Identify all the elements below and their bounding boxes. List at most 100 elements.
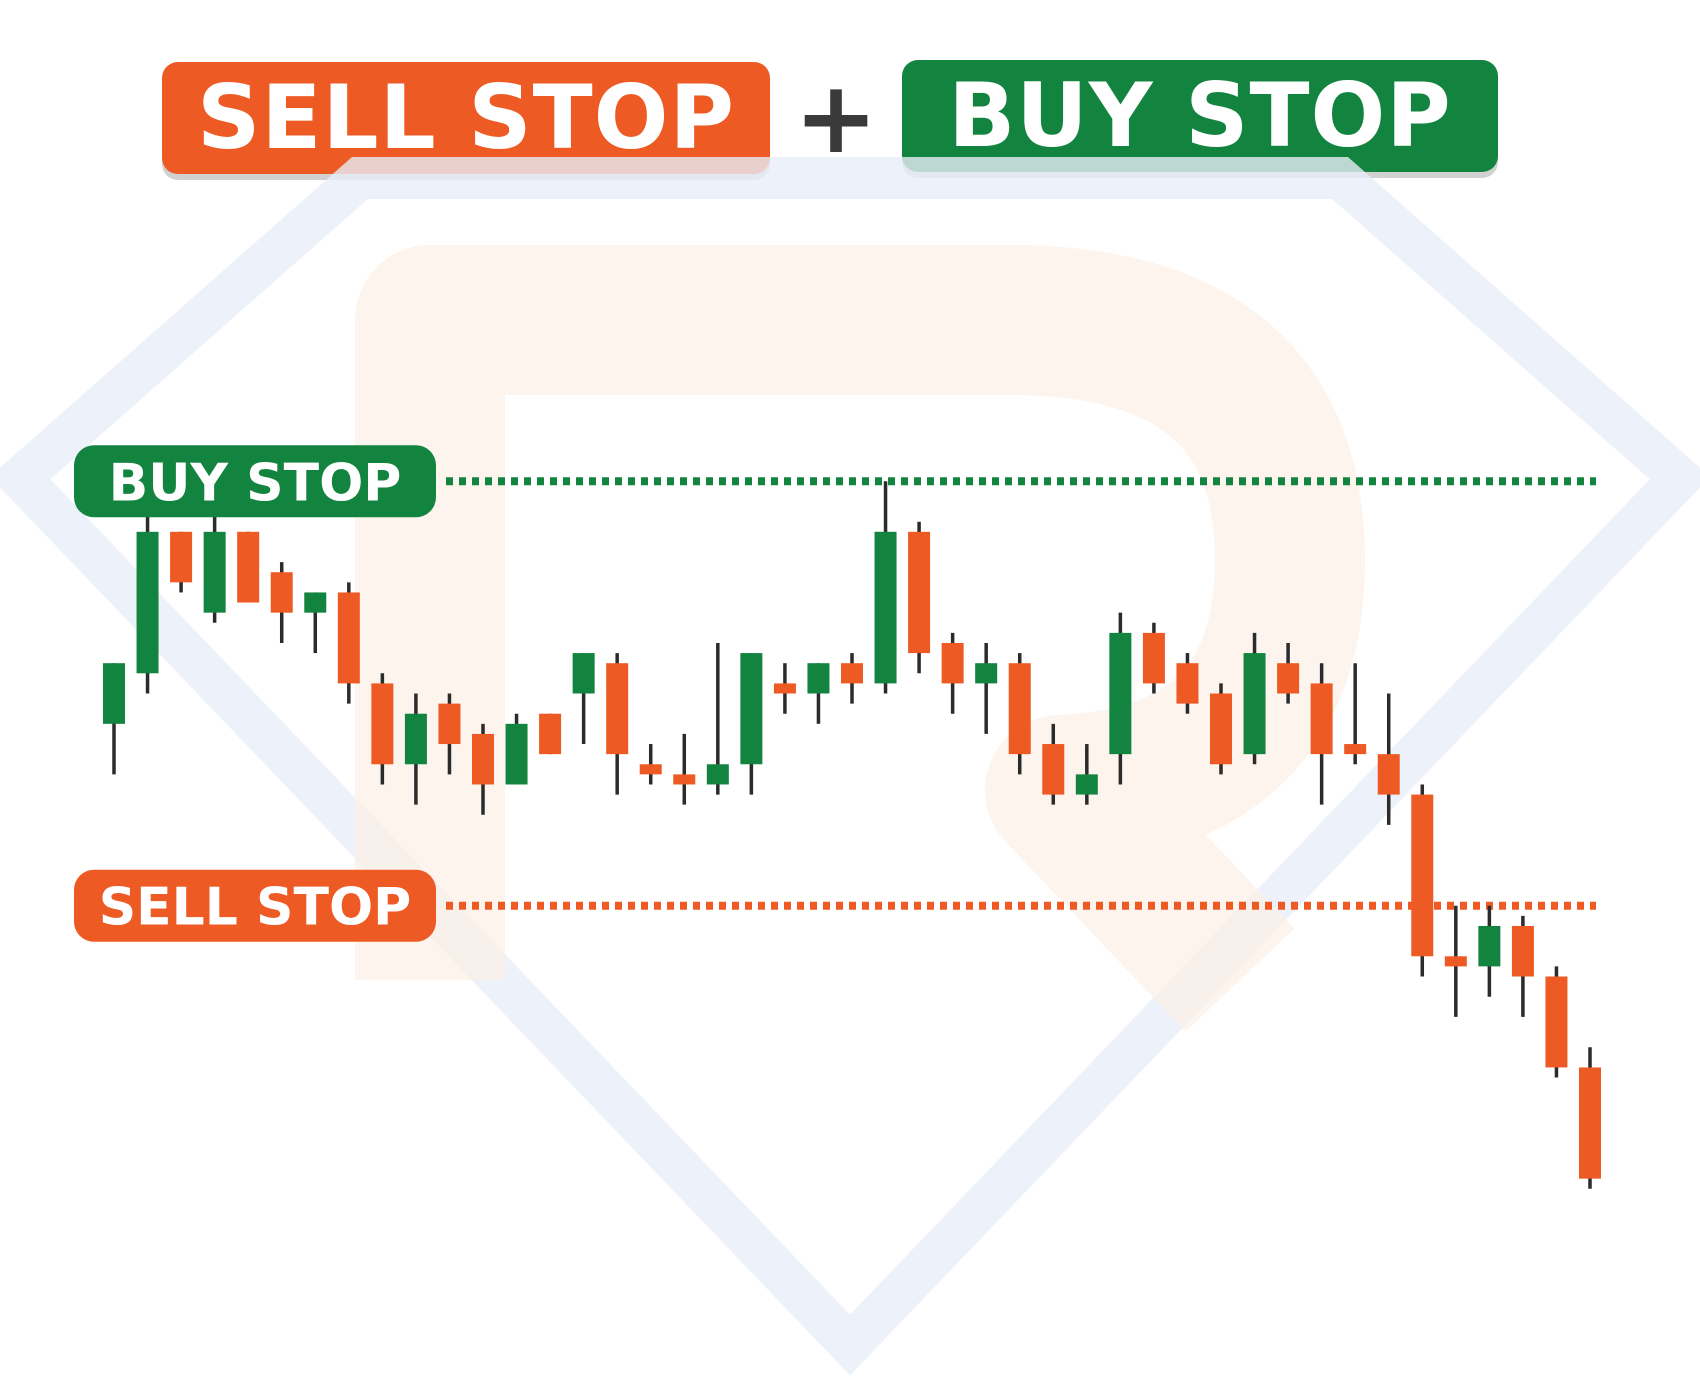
- candle: [237, 531, 260, 603]
- bullish-candle-body: [1243, 653, 1266, 755]
- bearish-candle-body: [673, 774, 696, 785]
- bullish-candle-body: [1109, 632, 1132, 755]
- bearish-candle-body: [773, 683, 796, 694]
- candle: [1109, 612, 1132, 785]
- bullish-candle-body: [505, 723, 528, 785]
- bearish-candle-body: [1444, 956, 1467, 967]
- bullish-candle-body: [1478, 925, 1501, 967]
- bullish-candle-body: [572, 653, 595, 694]
- candle: [874, 481, 897, 694]
- bearish-candle-body: [1377, 754, 1400, 795]
- bearish-candle-body: [371, 683, 394, 765]
- bullish-candle-body: [136, 531, 159, 674]
- bearish-candle-body: [1579, 1067, 1601, 1179]
- sell-stop-badge: SELL STOP: [74, 869, 436, 942]
- bearish-candle-body: [1310, 683, 1333, 755]
- buy-stop-badge: BUY STOP: [74, 445, 436, 518]
- candle: [1142, 622, 1165, 694]
- candle: [1176, 653, 1199, 714]
- candle: [1008, 653, 1031, 775]
- bearish-candle-body: [539, 713, 562, 755]
- candle: [170, 531, 193, 593]
- bullish-candle-body: [706, 764, 729, 785]
- candle: [1344, 663, 1367, 765]
- candle: [1444, 905, 1467, 1017]
- sell-stop-badge-bg: [74, 869, 436, 942]
- candle: [1042, 723, 1065, 805]
- watermark-diamond: [0, 157, 1700, 1376]
- candle: [1210, 683, 1232, 775]
- bearish-candle-body: [472, 733, 494, 785]
- candle: [572, 653, 595, 745]
- bearish-candle-body: [1344, 744, 1367, 755]
- bullish-candle-body: [807, 663, 830, 694]
- candle: [807, 663, 830, 724]
- candle: [941, 632, 964, 714]
- title-row: SELL STOP + BUY STOP: [0, 0, 1700, 200]
- candle: [1411, 784, 1434, 977]
- watermark-logo: [0, 157, 1700, 1376]
- bearish-candle-body: [337, 592, 360, 684]
- level-lines: [446, 477, 1596, 910]
- bearish-candle-body: [1545, 976, 1568, 1068]
- bearish-candle-body: [237, 531, 260, 603]
- candle: [1579, 1047, 1601, 1189]
- candle: [1277, 642, 1300, 704]
- candle: [539, 713, 562, 755]
- bearish-candle-body: [1042, 744, 1065, 795]
- bearish-candle-body: [941, 642, 964, 684]
- buy-stop-title-badge: BUY STOP: [902, 60, 1498, 172]
- bearish-candle-body: [606, 663, 629, 755]
- bullish-candle-body: [103, 663, 125, 724]
- bearish-candle-body: [908, 531, 931, 654]
- sell-stop-title-badge: SELL STOP: [162, 62, 770, 174]
- bearish-candle-body: [1210, 693, 1232, 765]
- bearish-candle-body: [1277, 663, 1300, 694]
- plus-sign: +: [794, 59, 878, 176]
- bearish-candle-body: [1176, 663, 1199, 704]
- bearish-candle-body: [270, 572, 293, 613]
- candle: [1075, 744, 1098, 805]
- sell-stop-badge-label: SELL STOP: [99, 878, 412, 938]
- candle: [1478, 905, 1501, 997]
- bullish-candle-body: [1075, 774, 1098, 795]
- bearish-candle-body: [438, 703, 461, 745]
- candle: [740, 653, 763, 795]
- candle: [1545, 966, 1568, 1078]
- candle: [773, 663, 796, 714]
- bullish-candle-body: [203, 531, 226, 613]
- candle: [673, 733, 696, 805]
- candle: [136, 511, 159, 694]
- candle: [404, 693, 427, 805]
- level-badges: BUY STOP SELL STOP: [74, 445, 436, 942]
- candle: [1377, 693, 1400, 825]
- candle: [606, 653, 629, 795]
- bullish-candle-body: [404, 713, 427, 765]
- candle: [1310, 663, 1333, 805]
- bullish-candle-body: [975, 663, 998, 684]
- candle: [371, 673, 394, 785]
- candle: [472, 723, 494, 815]
- candle: [270, 562, 293, 643]
- candle: [505, 713, 528, 785]
- candles: [103, 481, 1601, 1189]
- bullish-candle-body: [874, 531, 897, 684]
- bearish-candle-body: [170, 531, 193, 583]
- candle: [706, 642, 729, 795]
- candle: [103, 663, 125, 775]
- candle: [908, 521, 931, 674]
- bearish-candle-body: [1142, 632, 1165, 684]
- candle: [337, 582, 360, 704]
- bullish-candle-body: [740, 653, 763, 765]
- candle: [304, 592, 327, 654]
- bearish-candle-body: [1411, 794, 1434, 957]
- candle: [639, 744, 662, 785]
- watermark-letter: [355, 245, 1365, 1032]
- bearish-candle-body: [1511, 925, 1534, 977]
- candle: [438, 693, 461, 775]
- buy-stop-badge-label: BUY STOP: [109, 453, 402, 513]
- bearish-candle-body: [841, 663, 863, 684]
- bearish-candle-body: [1008, 663, 1031, 755]
- candle: [841, 653, 863, 704]
